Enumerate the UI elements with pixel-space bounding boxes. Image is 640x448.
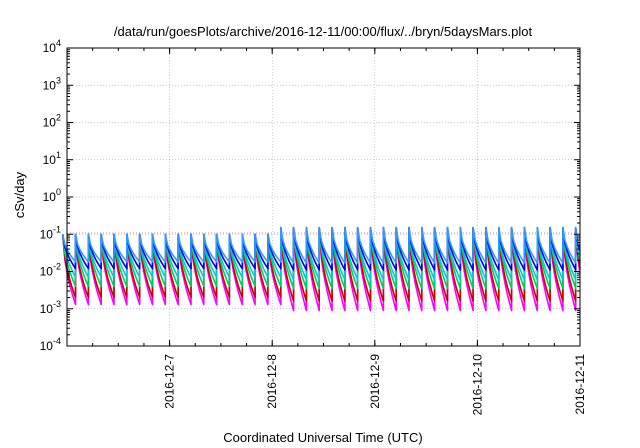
x-tick-label: 2016-12-8 [265, 354, 279, 409]
chart-title: /data/run/goesPlots/archive/2016-12-11/0… [114, 24, 533, 39]
y-tick-label: 101 [43, 150, 61, 167]
y-tick-label: 103 [43, 75, 61, 92]
x-tick-label: 2016-12-9 [368, 354, 382, 409]
y-tick-label: 10-4 [40, 336, 61, 353]
y-tick-label: 100 [43, 187, 61, 204]
y-tick-label: 10-1 [40, 224, 61, 241]
y-tick-label: 10-2 [40, 262, 61, 279]
plot-frame [66, 47, 581, 347]
y-tick-label: 102 [43, 113, 61, 130]
x-tick-label: 2016-12-11 [573, 354, 587, 415]
grid [67, 48, 580, 346]
series-line [61, 226, 581, 264]
y-tick-label: 104 [43, 38, 61, 55]
x-tick-label: 2016-12-10 [470, 354, 484, 416]
x-tick-label: 2016-12-7 [163, 354, 177, 409]
y-axis-label: cSv/day [12, 171, 27, 218]
x-axis-label: Coordinated Universal Time (UTC) [223, 430, 422, 445]
y-tick-label: 10-3 [40, 299, 61, 316]
axes: 104 103 102 101 100 10-1 10-2 10-3 10-4 2016-12-7… [40, 38, 587, 415]
series-group [61, 226, 581, 312]
